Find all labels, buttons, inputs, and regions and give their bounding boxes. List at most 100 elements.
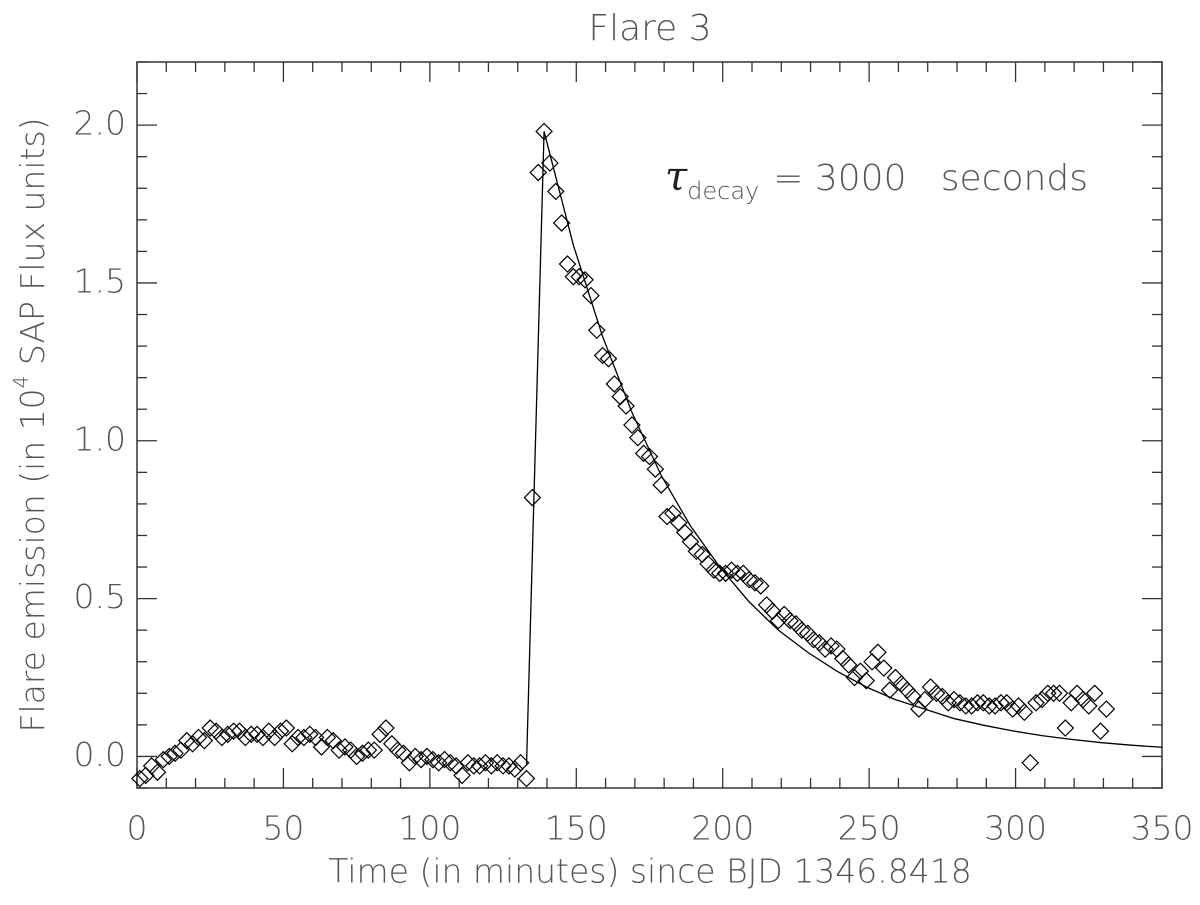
data-point bbox=[482, 757, 501, 775]
data-point bbox=[541, 154, 559, 172]
data-point bbox=[529, 163, 548, 182]
data-point bbox=[1097, 700, 1116, 718]
data-point bbox=[166, 744, 184, 763]
data-point bbox=[857, 671, 876, 690]
y-label-superscript: 4 bbox=[9, 376, 33, 389]
data-point bbox=[283, 734, 302, 753]
data-point bbox=[570, 267, 589, 286]
data-point bbox=[576, 270, 594, 289]
data-point bbox=[833, 649, 852, 668]
data-point bbox=[769, 611, 788, 630]
data-point bbox=[154, 750, 173, 769]
data-point bbox=[418, 747, 436, 766]
data-point bbox=[388, 741, 407, 759]
data-point bbox=[254, 728, 272, 747]
x-tick-label: 300 bbox=[984, 809, 1047, 848]
data-point bbox=[1015, 703, 1034, 722]
data-point bbox=[681, 532, 700, 551]
data-point bbox=[511, 753, 530, 772]
data-point bbox=[740, 570, 758, 589]
data-point bbox=[874, 659, 893, 677]
data-point bbox=[488, 753, 507, 772]
data-point bbox=[593, 346, 612, 365]
data-point bbox=[224, 722, 243, 741]
data-point bbox=[236, 728, 255, 747]
data-point bbox=[271, 722, 290, 741]
data-point bbox=[710, 564, 729, 583]
data-point bbox=[1079, 697, 1098, 715]
data-point bbox=[658, 507, 676, 526]
data-point bbox=[517, 769, 536, 788]
data-point bbox=[494, 757, 512, 775]
data-point bbox=[1050, 684, 1069, 703]
data-point bbox=[628, 428, 647, 447]
data-point bbox=[822, 637, 840, 655]
data-point bbox=[927, 684, 946, 703]
data-point bbox=[295, 728, 313, 747]
data-point bbox=[558, 255, 577, 273]
data-point bbox=[248, 725, 266, 744]
x-tick-label: 0 bbox=[127, 809, 148, 848]
data-point bbox=[459, 753, 477, 772]
data-point bbox=[582, 286, 600, 305]
data-point bbox=[1044, 684, 1063, 703]
data-point bbox=[318, 728, 337, 747]
fit-line bbox=[525, 131, 1163, 766]
data-point bbox=[751, 577, 770, 595]
data-point bbox=[148, 763, 167, 782]
y-tick-label: 2.0 bbox=[74, 104, 126, 143]
chart-title: Flare 3 bbox=[588, 8, 711, 49]
data-point bbox=[265, 728, 284, 747]
data-point bbox=[330, 741, 348, 759]
data-point bbox=[201, 719, 220, 737]
data-point bbox=[546, 182, 565, 201]
data-point bbox=[300, 725, 319, 744]
data-point bbox=[377, 719, 395, 737]
data-point bbox=[505, 760, 524, 778]
data-point bbox=[453, 766, 471, 785]
data-point bbox=[587, 321, 606, 340]
annotation-symbol: τ bbox=[665, 154, 688, 200]
data-point bbox=[915, 690, 934, 709]
data-point bbox=[816, 640, 835, 658]
data-point bbox=[687, 542, 706, 561]
data-point bbox=[904, 687, 922, 706]
x-tick-label: 100 bbox=[398, 809, 461, 848]
data-point bbox=[652, 476, 671, 494]
data-point bbox=[939, 693, 958, 712]
data-point bbox=[722, 561, 741, 580]
data-point bbox=[1085, 684, 1104, 703]
data-point bbox=[746, 573, 764, 592]
plot-frame bbox=[136, 61, 1163, 789]
x-tick-label: 350 bbox=[1131, 809, 1194, 848]
data-point bbox=[1021, 753, 1040, 772]
data-point bbox=[716, 564, 735, 583]
y-tick-label: 0.0 bbox=[74, 735, 126, 774]
data-point bbox=[406, 747, 425, 766]
data-point bbox=[564, 267, 583, 286]
data-point bbox=[183, 734, 202, 753]
annotation-text: = 3000 seconds bbox=[773, 158, 1088, 199]
x-tick-label: 150 bbox=[545, 809, 608, 848]
data-point bbox=[189, 728, 208, 747]
data-point bbox=[634, 444, 653, 463]
data-point bbox=[646, 460, 665, 479]
data-point bbox=[312, 738, 331, 756]
data-point bbox=[289, 728, 307, 747]
data-point bbox=[523, 488, 542, 507]
data-point bbox=[986, 697, 1004, 715]
data-point bbox=[617, 397, 635, 415]
data-point bbox=[992, 693, 1010, 712]
x-axis-label: Time (in minutes) since BJD 1346.8418 bbox=[328, 852, 972, 891]
data-point bbox=[476, 753, 495, 772]
data-point bbox=[980, 697, 999, 715]
data-point bbox=[705, 561, 723, 580]
data-point bbox=[177, 731, 196, 750]
data-point bbox=[213, 728, 231, 747]
data-point bbox=[423, 750, 442, 769]
data-point bbox=[412, 750, 430, 769]
data-point bbox=[552, 214, 571, 232]
data-point bbox=[142, 757, 161, 775]
data-point bbox=[160, 747, 179, 766]
